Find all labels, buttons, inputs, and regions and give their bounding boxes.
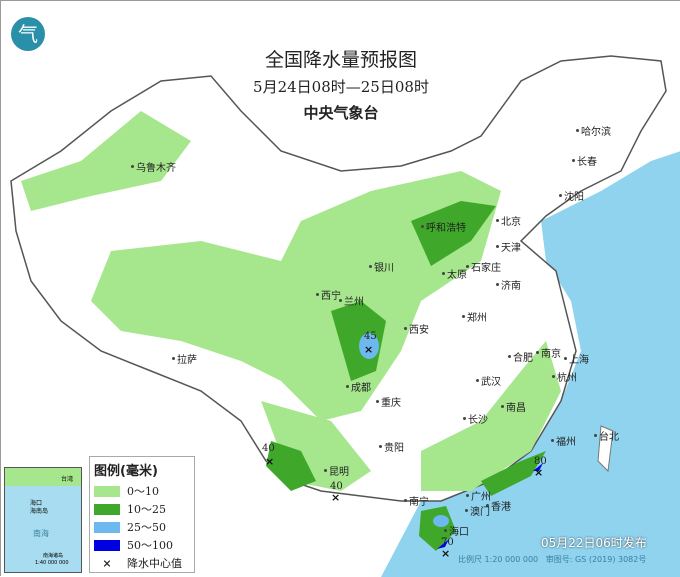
- legend-label: 降水中心值: [127, 557, 182, 570]
- rain-10-25: [266, 441, 316, 491]
- rain-10-25: [411, 201, 496, 266]
- legend-item: × 降水中心值: [94, 554, 194, 572]
- legend-title: 图例(毫米): [94, 464, 158, 479]
- city-label: 澳门: [465, 503, 490, 518]
- legend-label: 50～100: [127, 539, 173, 552]
- city-label: 杭州: [552, 369, 577, 384]
- inset-label: 南海诸岛: [43, 553, 64, 559]
- city-label: 郑州: [462, 309, 487, 324]
- rain-0-10: [421, 341, 561, 491]
- rain-50-100: [437, 539, 449, 549]
- legend-item: 10～25: [94, 500, 194, 518]
- legend-item: 50～100: [94, 536, 194, 554]
- city-label: 台北: [594, 428, 619, 443]
- legend-label: 25～50: [127, 521, 166, 534]
- city-label: 成都: [346, 379, 371, 394]
- inset-label: 海口: [30, 500, 43, 507]
- city-label: 重庆: [376, 394, 401, 409]
- rain-center-value: 80: [534, 456, 547, 467]
- cma-logo-icon: 气: [11, 17, 45, 51]
- rain-25-50: [359, 333, 379, 359]
- rain-center-marker: ×: [265, 455, 275, 468]
- city-label: 南京: [536, 345, 561, 360]
- city-label: 上海: [564, 351, 589, 366]
- city-label: 西安: [404, 321, 429, 336]
- taiwan: [597, 425, 614, 473]
- city-label: 福州: [551, 433, 576, 448]
- city-label: 北京: [496, 213, 521, 228]
- inset-scale: 1:40 000 000: [35, 560, 69, 566]
- rain-center-value: 40: [262, 443, 275, 454]
- south-china-sea-inset: 海口 海南岛 台湾 南海 南海诸岛 1:40 000 000: [4, 467, 82, 573]
- city-label: 长春: [572, 153, 597, 168]
- legend-swatch: [94, 503, 120, 515]
- legend-label: 0～10: [127, 485, 159, 498]
- inset-label: 南海: [33, 529, 49, 538]
- forecast-period: 5月24日08时—25日08时: [253, 78, 429, 96]
- rain-center-marker: ×: [534, 466, 544, 479]
- city-label: 香港: [486, 498, 511, 513]
- legend-item: 0～10: [94, 482, 194, 500]
- rain-10-25: [481, 451, 546, 496]
- legend-item: 25～50: [94, 518, 194, 536]
- city-label: 南宁: [404, 493, 429, 508]
- rain-center-value: 45: [364, 331, 377, 342]
- rain-0-10: [91, 171, 501, 421]
- city-label: 合肥: [508, 349, 533, 364]
- city-label: 沈阳: [559, 188, 584, 203]
- rain-center-value: 40: [330, 481, 343, 492]
- issuer: 中央气象台: [303, 104, 379, 122]
- map-title: 全国降水量预报图: [264, 49, 417, 71]
- scale-and-map-number: 比例尺 1:20 000 000 审图号: GS (2019) 3082号: [458, 554, 646, 565]
- city-label: 银川: [369, 259, 394, 274]
- rain-25-50: [433, 515, 449, 527]
- city-label: 海口: [444, 523, 469, 538]
- legend-swatch: [94, 485, 120, 497]
- legend-swatch: [94, 539, 120, 551]
- rain-center-marker: ×: [441, 547, 451, 560]
- legend-label: 10～25: [127, 503, 166, 516]
- city-label: 石家庄: [466, 259, 501, 274]
- city-label: 拉萨: [172, 351, 197, 366]
- rain-center-marker: ×: [364, 343, 374, 356]
- city-label: 贵阳: [379, 439, 404, 454]
- rain-center-marker: ×: [331, 491, 341, 504]
- city-label: 武汉: [476, 373, 501, 388]
- city-label: 长沙: [463, 411, 488, 426]
- legend: 图例(毫米) 0～10 10～25 25～50 50～100 × 降水中心值: [89, 456, 195, 573]
- city-label: 南昌: [501, 399, 526, 414]
- city-label: 乌鲁木齐: [131, 159, 176, 174]
- city-label: 哈尔滨: [576, 123, 611, 138]
- city-label: 西宁: [316, 287, 341, 302]
- scale-text: 比例尺 1:20 000 000: [458, 555, 539, 564]
- city-label: 天津: [496, 239, 521, 254]
- inset-label: 海南岛: [30, 508, 49, 515]
- rain-center-value: 70: [441, 537, 454, 548]
- publish-time: 05月22日06时发布: [541, 536, 647, 550]
- rain-10-25: [331, 301, 386, 381]
- legend-swatch: [94, 521, 120, 533]
- city-label: 呼和浩特: [421, 219, 466, 234]
- inset-label: 台湾: [61, 476, 74, 483]
- rain-center-marker-icon: ×: [102, 556, 112, 570]
- city-label: 济南: [496, 277, 521, 292]
- city-label: 太原: [442, 266, 467, 281]
- sea-area: [381, 151, 680, 577]
- city-label: 广州: [466, 488, 491, 503]
- city-label: 兰州: [339, 293, 364, 308]
- city-label: 昆明: [324, 463, 349, 478]
- map-number: 审图号: GS (2019) 3082号: [545, 555, 647, 564]
- inset-land: [5, 468, 81, 486]
- rain-0-10: [21, 111, 191, 211]
- rain-50-100: [533, 463, 543, 471]
